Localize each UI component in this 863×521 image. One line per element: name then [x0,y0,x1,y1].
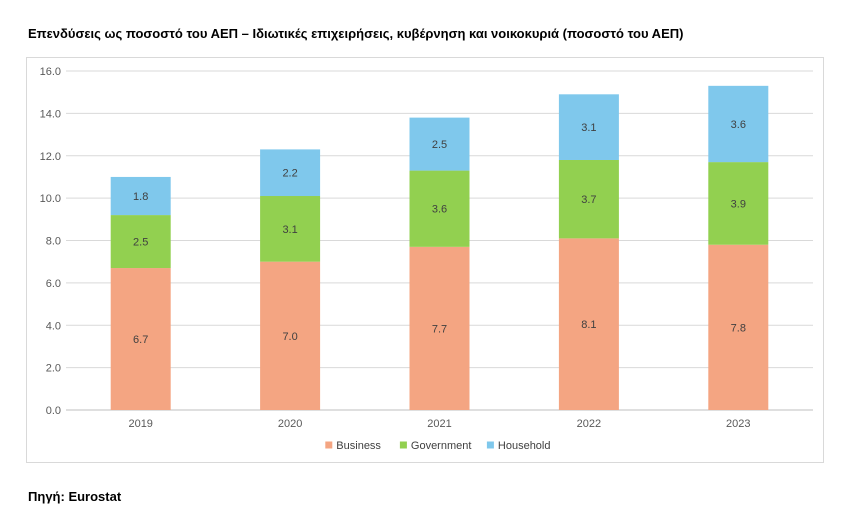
bar-business-2019 [110,268,171,410]
y-tick-label: 4.0 [46,320,61,332]
bar-government-2021 [409,170,470,247]
y-tick-label: 2.0 [46,363,61,375]
data-label: 7.0 [282,331,297,343]
data-label: 2.2 [282,168,297,180]
y-tick-label: 10.0 [40,193,61,205]
bar-business-2020 [260,261,321,410]
bar-government-2020 [260,196,321,262]
data-label: 6.7 [133,334,148,346]
bar-household-2023 [708,85,769,163]
data-label: 3.7 [581,194,596,206]
data-label: 7.7 [432,323,447,335]
data-label: 8.1 [581,319,596,331]
data-label: 2.5 [133,237,148,249]
data-label: 3.1 [581,122,596,134]
bar-household-2020 [260,149,321,197]
x-tick-label: 2019 [128,418,152,430]
bar-business-2022 [558,238,619,410]
bar-business-2023 [708,244,769,410]
chart-frame [26,57,824,463]
data-label: 1.8 [133,191,148,203]
legend-entry-business: Business [336,440,381,452]
bar-household-2022 [558,94,619,160]
source-note: Πηγή: Eurostat [28,489,122,504]
bar-household-2021 [409,117,470,171]
legend-swatch-government [399,441,407,449]
y-tick-label: 6.0 [46,278,61,290]
bar-household-2019 [110,176,171,216]
data-label: 3.9 [731,198,746,210]
y-tick-label: 12.0 [40,151,61,163]
legend-swatch-household [486,441,494,449]
y-tick-label: 14.0 [40,108,61,120]
data-label: 2.5 [432,139,447,151]
bar-government-2023 [708,162,769,245]
data-label: 3.6 [731,119,746,131]
legend-entry-household: Household [498,440,551,452]
bar-government-2019 [110,215,171,269]
y-tick-label: 8.0 [46,236,61,248]
y-tick-label: 0.0 [46,405,61,417]
data-label: 3.1 [282,224,297,236]
data-label: 3.6 [432,204,447,216]
x-tick-label: 2021 [427,418,451,430]
data-label: 7.8 [731,322,746,334]
bar-business-2021 [409,246,470,410]
legend-entry-government: Government [411,440,472,452]
x-tick-label: 2023 [726,418,750,430]
chart-title: Επενδύσεις ως ποσοστό του ΑΕΠ – Ιδιωτικέ… [28,26,684,41]
y-tick-label: 16.0 [40,66,61,78]
x-tick-label: 2020 [278,418,302,430]
bar-government-2022 [558,159,619,239]
x-tick-label: 2022 [577,418,601,430]
legend-swatch-business [325,441,333,449]
